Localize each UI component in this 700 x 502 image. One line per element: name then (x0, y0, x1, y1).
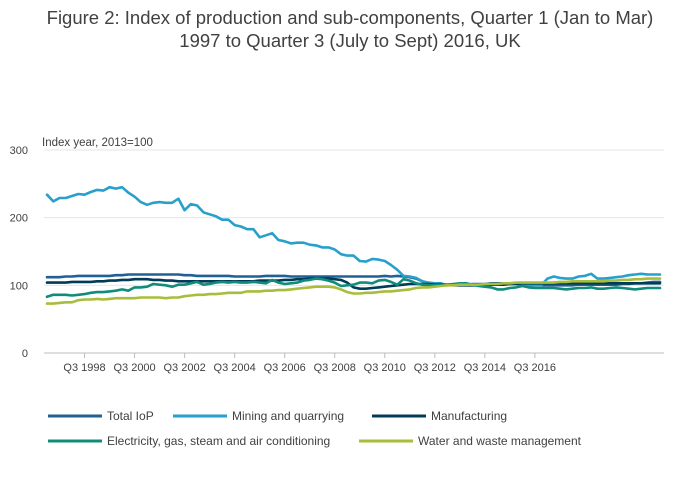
legend-item-1[interactable]: Total IoP (48, 409, 154, 423)
x-tick-label: Q3 2002 (164, 362, 206, 374)
x-tick-label: Q3 2016 (514, 362, 556, 374)
chart-title-line-2: 1997 to Quarter 3 (July to Sept) 2016, U… (179, 30, 521, 51)
series-line-1 (45, 273, 662, 287)
y-tick-label: 200 (10, 213, 28, 225)
series-lines (45, 185, 662, 305)
x-tick-label: Q3 2012 (414, 362, 456, 374)
legend-item-3[interactable]: Manufacturing (372, 409, 507, 423)
y-axis-label: Index year, 2013=100 (42, 137, 153, 149)
chart-title-line-1: Figure 2: Index of production and sub-co… (46, 7, 654, 28)
series-line-2 (45, 185, 662, 287)
x-tick-label: Q3 2006 (264, 362, 306, 374)
y-axis-ticks: 0 100 200 300 (10, 145, 28, 360)
legend-label: Manufacturing (431, 409, 507, 423)
legend-label: Electricity, gas, steam and air conditio… (107, 434, 330, 448)
legend[interactable]: Total IoP Mining and quarrying Manufacturi… (48, 409, 582, 448)
x-tick-label: Q3 2008 (314, 362, 356, 374)
x-tick-label: Q3 2000 (113, 362, 155, 374)
legend-label: Total IoP (107, 409, 154, 423)
legend-item-2[interactable]: Mining and quarrying (173, 409, 344, 423)
x-tick-label: Q3 2014 (464, 362, 506, 374)
x-axis-ticks: Q3 1998 Q3 2000 Q3 2002 Q3 2004 Q3 2006 Q3 20… (63, 353, 556, 374)
x-tick-label: Q3 1998 (63, 362, 105, 374)
legend-item-5[interactable]: Water and waste management (359, 434, 582, 448)
x-tick-label: Q3 2010 (364, 362, 406, 374)
legend-label: Mining and quarrying (232, 409, 344, 423)
chart-title: Figure 2: Index of production and sub-co… (0, 6, 700, 52)
y-tick-label: 0 (22, 348, 28, 360)
series-line-5 (45, 277, 662, 305)
series-line-4 (45, 277, 662, 299)
legend-item-4[interactable]: Electricity, gas, steam and air conditio… (48, 434, 330, 448)
gridlines (44, 149, 664, 354)
y-tick-label: 300 (10, 145, 28, 157)
x-tick-label: Q3 2004 (214, 362, 256, 374)
y-tick-label: 100 (10, 280, 28, 292)
legend-label: Water and waste management (418, 434, 582, 448)
